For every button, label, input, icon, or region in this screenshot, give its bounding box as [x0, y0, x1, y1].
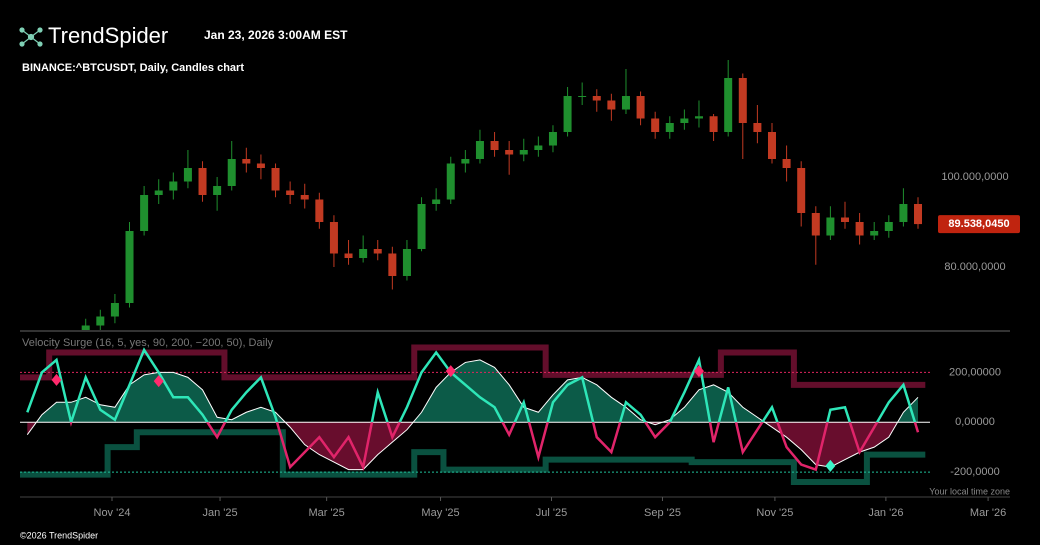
candle-body — [213, 186, 222, 195]
signal-marker — [825, 459, 836, 472]
x-tick-label: Sep '25 — [644, 507, 681, 519]
candle-body — [899, 204, 908, 222]
candle-body — [490, 141, 499, 150]
signal-marker — [445, 365, 456, 378]
logo-icon — [19, 27, 43, 47]
candle-body — [300, 195, 309, 200]
candle-body — [782, 159, 791, 168]
copyright: ©2026 TrendSpider — [20, 530, 98, 540]
candle-body — [680, 118, 689, 123]
candle-body — [461, 159, 470, 164]
main-line-positive — [26, 347, 917, 423]
candle-body — [694, 116, 703, 119]
candle-body — [534, 145, 543, 150]
y-tick-label: 80.000,0000 — [944, 261, 1005, 273]
candle-body — [242, 159, 251, 164]
band-upper — [20, 344, 926, 388]
candle-body — [344, 253, 353, 258]
symbol: BINANCE:^BTCUSDT, Daily, Candles chart — [22, 62, 244, 74]
signal-marker — [693, 365, 704, 378]
candle-body — [665, 123, 674, 132]
candle-body — [359, 249, 368, 258]
datetime: Jan 23, 2026 3:00AM EST — [204, 28, 348, 42]
candle-body — [183, 168, 192, 182]
candle-body — [227, 159, 236, 186]
y-tick-label: 0,00000 — [955, 416, 995, 428]
candle-body — [724, 78, 733, 132]
candle-body — [110, 303, 119, 317]
signal-marker — [153, 375, 164, 388]
candle-body — [651, 118, 660, 132]
candle-body — [388, 253, 397, 276]
candle-body — [198, 168, 207, 195]
x-tick-label: Jan '25 — [202, 507, 237, 519]
candle-body — [841, 217, 849, 222]
y-tick-label: 100.000,0000 — [941, 171, 1008, 183]
candle-body — [548, 132, 557, 146]
last-price-label: 89.538,0450 — [948, 218, 1009, 230]
candle-body — [811, 213, 820, 236]
candle-body — [140, 195, 149, 231]
indicator-title: Velocity Surge (16, 5, yes, 90, 200, −20… — [22, 337, 274, 349]
x-tick-label: Mar '26 — [970, 507, 1006, 519]
area-positive — [36, 359, 919, 423]
x-tick-label: Jan '26 — [868, 507, 903, 519]
y-tick-label: 200,00000 — [949, 366, 1001, 378]
candle-body — [709, 116, 718, 132]
candle-body — [563, 96, 572, 132]
candle-body — [81, 325, 90, 330]
candle-body — [884, 222, 893, 231]
candle-body — [271, 168, 280, 191]
brand: TrendSpider — [48, 23, 168, 48]
candles — [81, 60, 923, 330]
candle-body — [767, 132, 776, 159]
candle-body — [96, 316, 105, 326]
candle-body — [519, 150, 528, 155]
y-tick-label: -200,0000 — [950, 466, 1000, 478]
x-tick-label: Nov '24 — [94, 507, 131, 519]
candle-body — [402, 249, 411, 276]
candle-body — [329, 222, 338, 254]
candle-body — [446, 163, 455, 200]
candle-body — [592, 96, 601, 101]
candle-body — [417, 204, 426, 249]
candle-body — [753, 123, 762, 132]
candle-body — [914, 204, 923, 225]
candle-body — [578, 96, 587, 97]
candle-body — [870, 231, 879, 236]
x-tick-label: Jul '25 — [536, 507, 567, 519]
signal-marker — [51, 373, 62, 386]
last-price-box — [938, 215, 1020, 234]
candle-body — [256, 163, 265, 168]
x-tick-label: Mar '25 — [308, 507, 344, 519]
candle-body — [607, 100, 616, 110]
signal-line — [26, 359, 919, 471]
band-lower — [20, 429, 926, 486]
candle-body — [315, 199, 324, 222]
candle-body — [169, 181, 178, 191]
candle-body — [826, 217, 835, 236]
candle-body — [475, 141, 484, 159]
candle-body — [125, 231, 134, 303]
candle-body — [373, 249, 382, 254]
timezone: Your local time zone — [929, 486, 1010, 496]
candle-body — [505, 150, 514, 155]
candle-body — [738, 78, 747, 123]
candle-body — [621, 96, 630, 110]
x-tick-label: Nov '25 — [756, 507, 793, 519]
x-tick-label: May '25 — [421, 507, 459, 519]
candle-body — [432, 199, 441, 204]
candle-body — [286, 190, 295, 195]
candle-body — [154, 190, 163, 195]
candle-body — [636, 96, 645, 119]
candle-body — [855, 222, 864, 236]
candle-body — [797, 168, 806, 213]
